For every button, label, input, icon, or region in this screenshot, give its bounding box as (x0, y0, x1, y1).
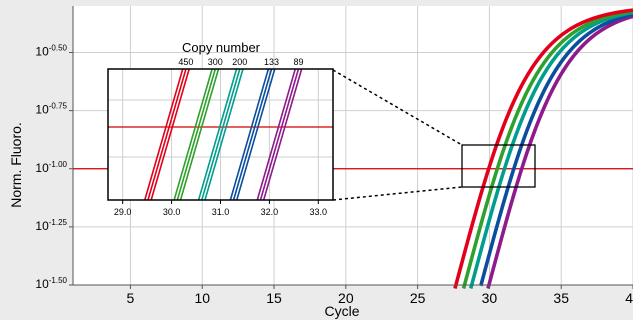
inset-series-label: 450 (178, 57, 193, 67)
zoom-connector-bottom (332, 186, 463, 201)
y-tick-label: 10-1.25 (35, 218, 67, 233)
inset-x-tick-label: 32.0 (261, 207, 279, 217)
inset-curve-200 (201, 68, 241, 201)
y-tick-label: 10-1.50 (35, 276, 67, 291)
zoom-connector-top (332, 69, 463, 146)
inset-curve-450 (150, 68, 190, 201)
x-tick-label: 40 (625, 290, 633, 306)
inset-curve-300 (176, 68, 217, 201)
y-axis-label: Norm. Fluoro. (8, 122, 24, 208)
x-tick-label: 15 (266, 290, 282, 306)
x-tick-label: 25 (410, 290, 426, 306)
series-curve-200 (469, 10, 633, 289)
inset-series-label: 133 (264, 57, 279, 67)
inset-curve-133 (229, 68, 270, 201)
x-axis-ticks: 5 10 15 20 25 30 35 40 (127, 285, 633, 306)
inset-curve-200 (197, 68, 238, 201)
x-tick-label: 35 (553, 290, 569, 306)
zoom-region-box (461, 144, 536, 188)
inset-curve-133 (236, 68, 276, 201)
inset-series-labels: 450 300 200 133 89 (178, 57, 303, 67)
inset-series-label: 200 (232, 57, 247, 67)
x-tick-label: 20 (338, 290, 354, 306)
inset-x-tick-label: 29.0 (114, 207, 132, 217)
y-tick-label: 10-0.50 (35, 44, 67, 59)
inset-curve-300 (173, 68, 213, 201)
inset-curve-89 (256, 68, 297, 201)
inset-x-tick-label: 31.0 (212, 207, 230, 217)
y-tick-label: 10-0.75 (35, 102, 67, 117)
x-tick-label: 30 (482, 290, 498, 306)
inset-x-axis-ticks: 29.0 30.0 31.0 32.0 33.0 (114, 200, 327, 217)
x-tick-label: 10 (194, 290, 210, 306)
inset-series-label: 89 (293, 57, 303, 67)
y-axis-ticks: 10-0.50 10-0.75 10-1.00 10-1.25 10-1.50 (35, 44, 73, 291)
series-curve-133 (479, 12, 633, 287)
x-tick-label: 5 (127, 290, 135, 306)
inset-chart: Copy number 450 300 200 133 89 29.0 30.0 31.0 3… (107, 40, 334, 217)
inset-curve-200 (204, 68, 244, 201)
inset-curve-300 (179, 68, 220, 201)
inset-curve-450 (144, 68, 184, 201)
inset-curves (144, 68, 303, 201)
inset-x-tick-label: 30.0 (163, 207, 181, 217)
x-axis-label: Cycle (324, 303, 359, 319)
y-tick-label: 10-1.00 (35, 160, 67, 175)
series-curve-450 (453, 8, 633, 289)
inset-series-label: 300 (208, 57, 223, 67)
inset-curve-450 (147, 68, 187, 201)
inset-curve-89 (259, 68, 300, 201)
inset-x-tick-label: 33.0 (310, 207, 328, 217)
inset-title: Copy number (182, 40, 261, 55)
inset-curve-133 (232, 68, 273, 201)
inset-curve-89 (262, 68, 303, 201)
amplification-curves (453, 8, 633, 289)
series-curve-89 (486, 14, 633, 289)
